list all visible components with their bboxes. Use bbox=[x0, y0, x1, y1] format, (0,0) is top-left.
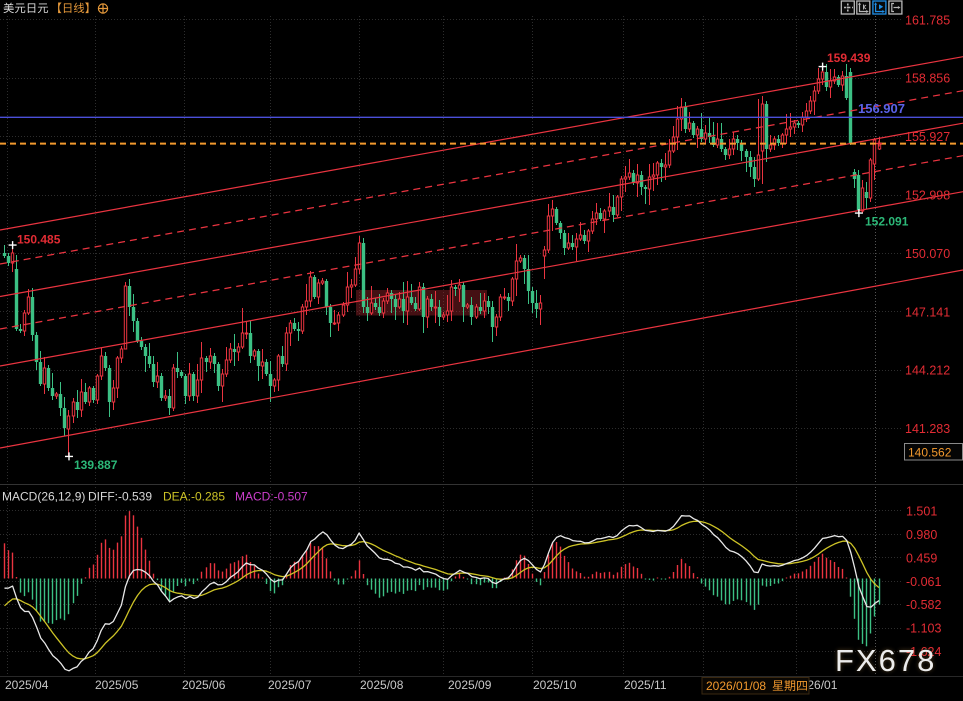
svg-text:-1.624: -1.624 bbox=[906, 645, 941, 659]
svg-text:MACD:-0.507: MACD:-0.507 bbox=[235, 490, 308, 504]
svg-text:161.785: 161.785 bbox=[905, 13, 950, 27]
svg-text:2025/04: 2025/04 bbox=[5, 678, 49, 692]
svg-text:-1.103: -1.103 bbox=[906, 622, 941, 636]
svg-text:1.501: 1.501 bbox=[906, 504, 937, 518]
svg-text:MACD(26,12,9): MACD(26,12,9) bbox=[2, 490, 85, 504]
svg-text:152.091: 152.091 bbox=[865, 215, 909, 229]
svg-text:0.459: 0.459 bbox=[906, 551, 937, 565]
svg-text:0.980: 0.980 bbox=[906, 528, 937, 542]
svg-text:DEA:-0.285: DEA:-0.285 bbox=[163, 490, 225, 504]
svg-text:2026/01/08: 2026/01/08 bbox=[706, 679, 766, 693]
svg-text:2025/09: 2025/09 bbox=[448, 678, 492, 692]
svg-text:-0.061: -0.061 bbox=[906, 575, 941, 589]
svg-text:2025/07: 2025/07 bbox=[268, 678, 312, 692]
svg-text:-0.582: -0.582 bbox=[906, 598, 941, 612]
svg-text:2025/06: 2025/06 bbox=[182, 678, 226, 692]
svg-text:140.562: 140.562 bbox=[908, 446, 952, 460]
svg-text:FX678: FX678 bbox=[835, 643, 936, 678]
svg-text:2025/05: 2025/05 bbox=[95, 678, 139, 692]
svg-text:2025/08: 2025/08 bbox=[360, 678, 404, 692]
svg-text:150.485: 150.485 bbox=[17, 233, 61, 247]
svg-text:147.141: 147.141 bbox=[905, 305, 950, 319]
svg-text:DIFF:-0.539: DIFF:-0.539 bbox=[88, 490, 152, 504]
svg-text:139.887: 139.887 bbox=[74, 458, 118, 472]
svg-text:144.212: 144.212 bbox=[905, 364, 950, 378]
svg-text:2025/11: 2025/11 bbox=[624, 678, 667, 692]
svg-text:159.439: 159.439 bbox=[827, 51, 871, 65]
svg-text:156.907: 156.907 bbox=[858, 101, 905, 116]
svg-text:155.927: 155.927 bbox=[905, 130, 950, 144]
svg-text:2025/10: 2025/10 bbox=[533, 678, 577, 692]
svg-text:141.283: 141.283 bbox=[905, 422, 950, 436]
svg-text:158.856: 158.856 bbox=[905, 72, 950, 86]
svg-text:150.070: 150.070 bbox=[905, 247, 950, 261]
svg-text:152.998: 152.998 bbox=[905, 189, 950, 203]
